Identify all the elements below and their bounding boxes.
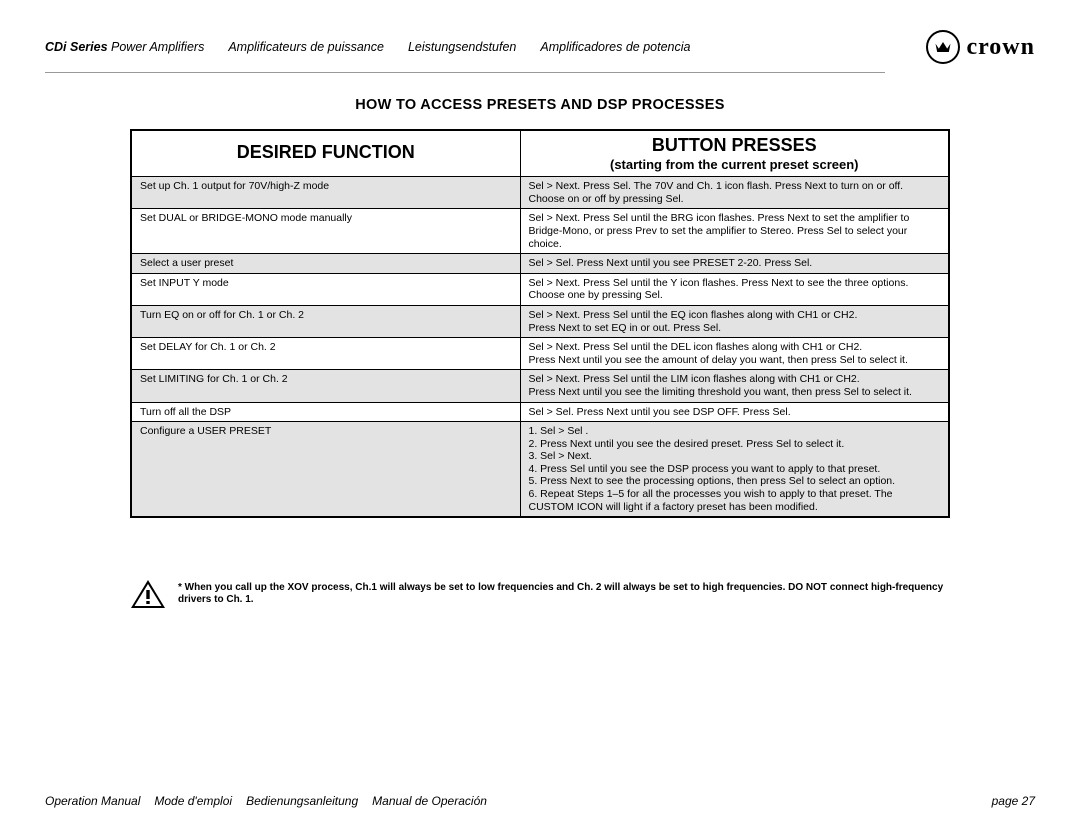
- page-number: page 27: [992, 794, 1035, 808]
- table-row: Select a user presetSel > Sel. Press Nex…: [132, 254, 948, 274]
- product-name-es: Amplificadores de potencia: [540, 40, 690, 54]
- footer-label-es: Manual de Operación: [372, 794, 487, 808]
- footer-manual-labels: Operation Manual Mode d'emploi Bedienung…: [45, 794, 487, 808]
- table-row: Turn EQ on or off for Ch. 1 or Ch. 2Sel …: [132, 305, 948, 337]
- page-footer: Operation Manual Mode d'emploi Bedienung…: [45, 794, 1035, 808]
- table-row: Set INPUT Y modeSel > Next. Press Sel un…: [132, 273, 948, 305]
- presses-cell: Sel > Next. Press Sel until the Y icon f…: [520, 273, 948, 305]
- brand-name: crown: [966, 34, 1035, 61]
- footer-label-de: Bedienungsanleitung: [246, 794, 358, 808]
- function-cell: Set up Ch. 1 output for 70V/high-Z mode: [132, 177, 520, 209]
- brand-logo: crown: [926, 30, 1035, 64]
- crown-icon: [926, 30, 960, 64]
- product-name-en: Power Amplifiers: [111, 40, 204, 54]
- table-header-button: BUTTON PRESSES (starting from the curren…: [520, 131, 948, 177]
- table-header-button-sub: (starting from the current preset screen…: [527, 157, 943, 173]
- header-divider: [45, 72, 885, 73]
- presses-cell: Sel > Next. Press Sel. The 70V and Ch. 1…: [520, 177, 948, 209]
- presses-cell: Sel > Next. Press Sel until the DEL icon…: [520, 338, 948, 370]
- product-name-fr: Amplificateurs de puissance: [228, 40, 384, 54]
- table-header-button-title: BUTTON PRESSES: [527, 135, 943, 157]
- table-row: Configure a USER PRESET1. Sel > Sel . 2.…: [132, 422, 948, 517]
- table-row: Set DELAY for Ch. 1 or Ch. 2Sel > Next. …: [132, 338, 948, 370]
- function-cell: Set DELAY for Ch. 1 or Ch. 2: [132, 338, 520, 370]
- presses-cell: Sel > Sel. Press Next until you see DSP …: [520, 402, 948, 422]
- series-name: CDi Series: [45, 40, 108, 54]
- function-cell: Turn EQ on or off for Ch. 1 or Ch. 2: [132, 305, 520, 337]
- warning-note: * When you call up the XOV process, Ch.1…: [130, 578, 975, 610]
- function-cell: Set LIMITING for Ch. 1 or Ch. 2: [132, 370, 520, 402]
- presses-cell: Sel > Next. Press Sel until the EQ icon …: [520, 305, 948, 337]
- presses-cell: Sel > Next. Press Sel until the BRG icon…: [520, 209, 948, 254]
- product-name-de: Leistungsendstufen: [408, 40, 516, 54]
- page-header: CDi Series Power Amplifiers Amplificateu…: [45, 30, 1035, 64]
- presses-cell: 1. Sel > Sel . 2. Press Next until you s…: [520, 422, 948, 517]
- presses-cell: Sel > Next. Press Sel until the LIM icon…: [520, 370, 948, 402]
- warning-icon: [130, 578, 166, 610]
- series-label: CDi Series Power Amplifiers: [45, 40, 204, 54]
- table-row: Set up Ch. 1 output for 70V/high-Z modeS…: [132, 177, 948, 209]
- table-row: Turn off all the DSPSel > Sel. Press Nex…: [132, 402, 948, 422]
- section-title: HOW TO ACCESS PRESETS AND DSP PROCESSES: [45, 97, 1035, 113]
- function-cell: Set INPUT Y mode: [132, 273, 520, 305]
- footer-label-fr: Mode d'emploi: [154, 794, 232, 808]
- function-cell: Select a user preset: [132, 254, 520, 274]
- function-cell: Set DUAL or BRIDGE-MONO mode manually: [132, 209, 520, 254]
- table-row: Set LIMITING for Ch. 1 or Ch. 2Sel > Nex…: [132, 370, 948, 402]
- warning-text: * When you call up the XOV process, Ch.1…: [178, 582, 975, 607]
- presets-table: DESIRED FUNCTION BUTTON PRESSES (startin…: [132, 131, 948, 516]
- presses-cell: Sel > Sel. Press Next until you see PRES…: [520, 254, 948, 274]
- presets-table-wrapper: DESIRED FUNCTION BUTTON PRESSES (startin…: [130, 129, 950, 518]
- footer-label-en: Operation Manual: [45, 794, 140, 808]
- table-row: Set DUAL or BRIDGE-MONO mode manuallySel…: [132, 209, 948, 254]
- header-product-line: CDi Series Power Amplifiers Amplificateu…: [45, 40, 690, 54]
- function-cell: Configure a USER PRESET: [132, 422, 520, 517]
- table-header-function: DESIRED FUNCTION: [132, 131, 520, 177]
- function-cell: Turn off all the DSP: [132, 402, 520, 422]
